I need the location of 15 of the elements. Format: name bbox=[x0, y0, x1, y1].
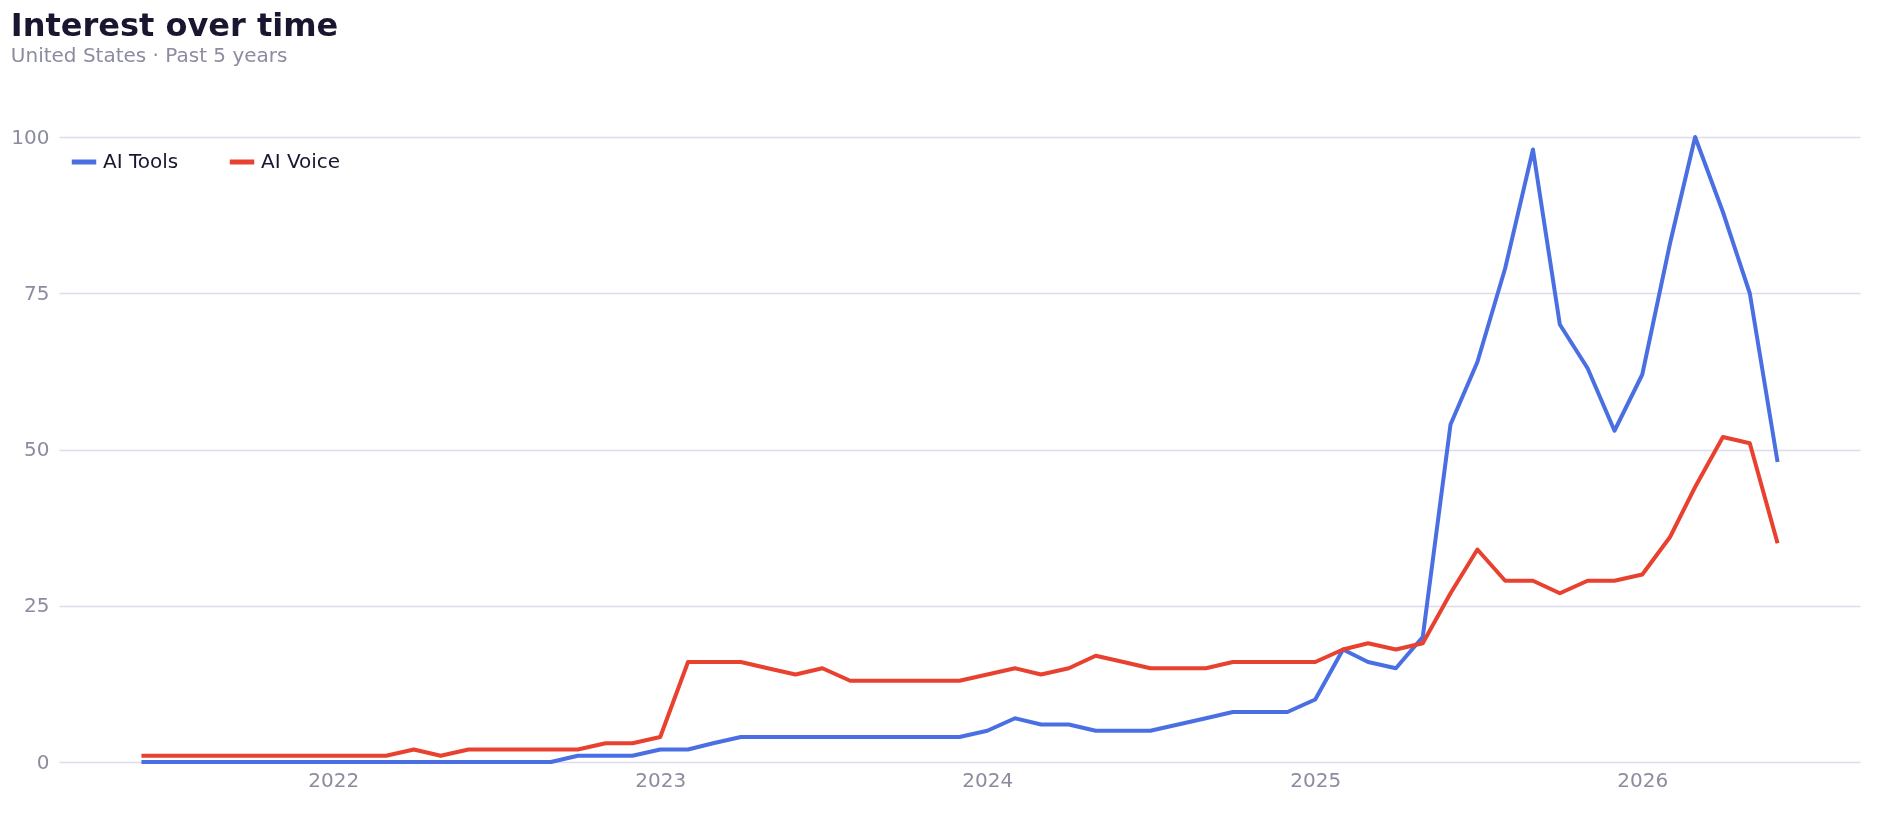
legend-label: AI Voice bbox=[261, 149, 341, 173]
chart-subtitle: United States · Past 5 years bbox=[10, 43, 288, 67]
y-tick-label: 75 bbox=[24, 280, 50, 305]
x-tick-label: 2022 bbox=[308, 767, 360, 792]
x-tick-label: 2025 bbox=[1290, 767, 1342, 792]
chart-title: Interest over time bbox=[10, 6, 339, 44]
y-tick-label: 0 bbox=[36, 749, 50, 774]
x-tick-label: 2024 bbox=[962, 767, 1014, 792]
line-series bbox=[139, 435, 1780, 758]
y-tick-label: 25 bbox=[24, 593, 50, 618]
x-tick-label: 2023 bbox=[635, 767, 687, 792]
x-tick-label: 2026 bbox=[1617, 767, 1669, 792]
y-tick-label: 50 bbox=[24, 437, 50, 461]
legend-label: AI Tools bbox=[103, 149, 179, 173]
y-tick-label: 100 bbox=[11, 124, 50, 149]
